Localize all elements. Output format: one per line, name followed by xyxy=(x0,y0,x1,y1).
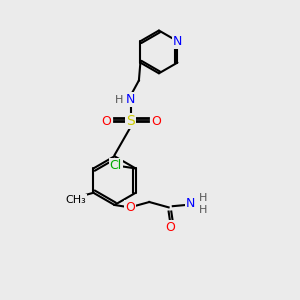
Text: O: O xyxy=(125,201,135,214)
Text: Cl: Cl xyxy=(110,159,122,172)
Text: S: S xyxy=(127,114,135,128)
Text: O: O xyxy=(151,115,161,128)
Text: H: H xyxy=(199,205,207,215)
Text: N: N xyxy=(126,93,136,106)
Text: O: O xyxy=(165,221,175,234)
Text: O: O xyxy=(101,115,111,128)
Text: N: N xyxy=(173,35,182,48)
Text: CH₃: CH₃ xyxy=(65,195,86,205)
Text: H: H xyxy=(115,95,123,105)
Text: H: H xyxy=(199,194,207,203)
Text: N: N xyxy=(186,197,195,210)
